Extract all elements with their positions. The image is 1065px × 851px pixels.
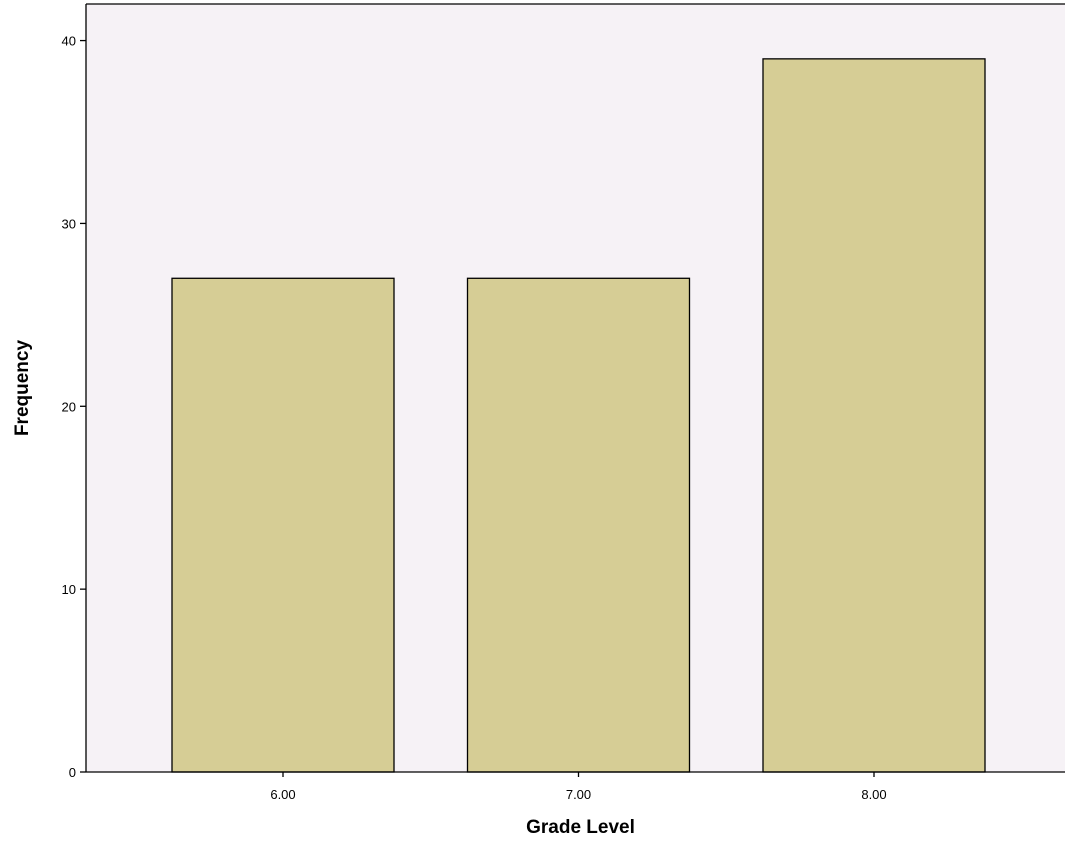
x-axis-ticks: 6.00 7.00 8.00 xyxy=(270,772,887,802)
y-tick-label: 20 xyxy=(62,399,76,414)
y-axis-title: Frequency xyxy=(12,340,33,437)
bar-8.00 xyxy=(762,58,986,773)
y-axis-ticks: 0 10 20 30 40 xyxy=(62,34,86,780)
x-tick-label: 8.00 xyxy=(861,787,886,802)
bar-7.00 xyxy=(466,277,691,773)
y-tick-label: 40 xyxy=(62,34,76,49)
y-tick-label: 30 xyxy=(62,216,76,231)
x-tick-label: 7.00 xyxy=(566,787,591,802)
bar-6.00 xyxy=(171,277,395,773)
bars-group xyxy=(171,58,986,773)
y-tick-label: 0 xyxy=(69,765,76,780)
y-tick-label: 10 xyxy=(62,582,76,597)
x-axis-title: Grade Level xyxy=(526,817,635,838)
x-tick-label: 6.00 xyxy=(270,787,295,802)
